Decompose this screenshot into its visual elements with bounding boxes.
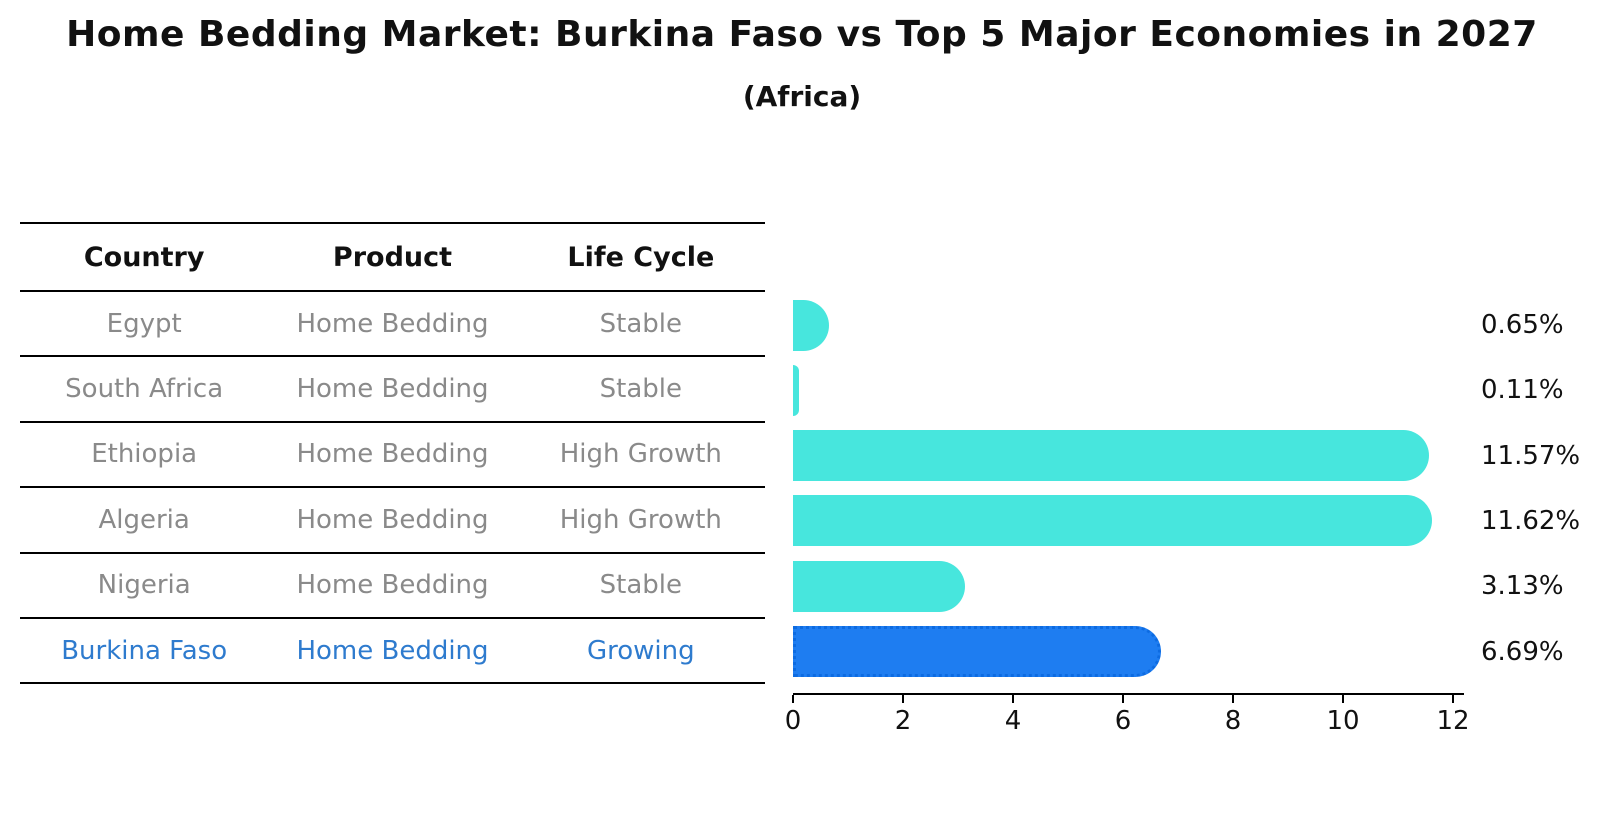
bar-burkina-faso xyxy=(793,626,1161,677)
value-label-egypt: 0.65% xyxy=(1481,310,1564,340)
x-tick-label-12: 12 xyxy=(1436,706,1470,736)
x-tick-mark-8 xyxy=(1232,695,1234,703)
cell-country: Nigeria xyxy=(97,570,191,601)
cell-product: Home Bedding xyxy=(296,570,489,601)
x-tick-label-2: 2 xyxy=(894,706,912,736)
x-tick-mark-6 xyxy=(1122,695,1124,703)
cell-country: Egypt xyxy=(106,308,182,339)
cell-country: South Africa xyxy=(65,374,224,405)
cell-product: Home Bedding xyxy=(296,504,489,535)
x-tick-label-6: 6 xyxy=(1114,706,1132,736)
cell-life-cycle: Growing xyxy=(586,635,695,666)
cell-life-cycle: Stable xyxy=(599,308,682,339)
cell-life-cycle: High Growth xyxy=(559,504,722,535)
value-label-burkina-faso: 6.69% xyxy=(1481,636,1564,667)
table-header-life-cycle: Life Cycle xyxy=(567,241,715,273)
cell-life-cycle: High Growth xyxy=(559,439,722,470)
table-row: Algeria Home Bedding High Growth xyxy=(20,488,765,554)
table-header-product: Product xyxy=(332,241,453,273)
x-tick-label-10: 10 xyxy=(1326,706,1360,736)
cell-country: Algeria xyxy=(98,504,190,535)
table-row: South Africa Home Bedding Stable xyxy=(20,357,765,423)
x-tick-mark-10 xyxy=(1342,695,1344,703)
table-header-row: Country Product Life Cycle xyxy=(20,224,765,292)
chart-title: Home Bedding Market: Burkina Faso vs Top… xyxy=(66,14,1538,55)
x-tick-mark-0 xyxy=(792,695,794,703)
cell-country: Burkina Faso xyxy=(61,635,228,666)
x-tick-mark-12 xyxy=(1452,695,1454,703)
cell-product: Home Bedding xyxy=(296,635,489,666)
x-tick-label-4: 4 xyxy=(1004,706,1022,736)
cell-life-cycle: Stable xyxy=(599,374,682,405)
table-row-burkina-faso: Burkina Faso Home Bedding Growing xyxy=(20,619,765,685)
value-label-nigeria: 3.13% xyxy=(1481,571,1564,602)
chart-subtitle: (Africa) xyxy=(742,80,862,113)
cell-product: Home Bedding xyxy=(296,374,489,405)
x-tick-label-8: 8 xyxy=(1224,706,1242,736)
cell-country: Ethiopia xyxy=(91,439,198,470)
cell-life-cycle: Stable xyxy=(599,570,682,601)
cell-product: Home Bedding xyxy=(296,439,489,470)
bar-algeria xyxy=(793,495,1433,547)
table-row: Egypt Home Bedding Stable xyxy=(20,292,765,358)
value-label-south-africa: 0.11% xyxy=(1481,375,1564,406)
cell-product: Home Bedding xyxy=(296,308,489,339)
x-axis-line xyxy=(793,693,1464,695)
x-tick-mark-4 xyxy=(1012,695,1014,703)
table-header-country: Country xyxy=(83,241,205,273)
x-tick-mark-2 xyxy=(902,695,904,703)
summary-table: Country Product Life Cycle Egypt Home Be… xyxy=(20,222,765,685)
value-label-ethiopia: 11.57% xyxy=(1481,440,1581,471)
bar-south-africa xyxy=(793,364,800,416)
table-row: Ethiopia Home Bedding High Growth xyxy=(20,423,765,489)
x-tick-label-0: 0 xyxy=(784,706,802,736)
table-row: Nigeria Home Bedding Stable xyxy=(20,554,765,619)
bar-egypt xyxy=(793,299,829,351)
value-label-algeria: 11.62% xyxy=(1481,505,1581,536)
bar-ethiopia xyxy=(793,430,1430,482)
bar-nigeria xyxy=(793,560,966,612)
